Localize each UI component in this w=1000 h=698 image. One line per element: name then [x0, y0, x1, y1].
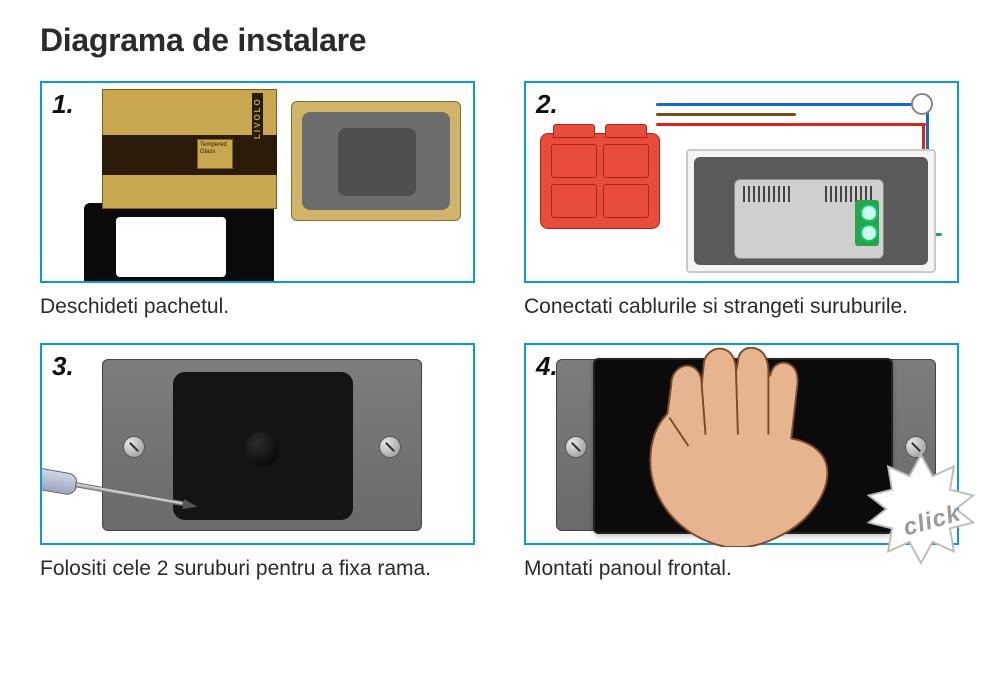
step-1-plate-core [338, 128, 416, 196]
page-title: Diagrama de instalare [40, 22, 960, 59]
wire-red [656, 123, 926, 126]
step-1-glass-frame [84, 203, 274, 283]
screwdriver-handle [40, 464, 79, 497]
step-4-number: 4. [536, 351, 558, 382]
step-1-panel: 1. Tempered Glass LIVOLO [40, 81, 475, 283]
chip-grill-left [743, 186, 793, 202]
step-1-package-band [102, 135, 277, 175]
screw-left [123, 436, 145, 458]
page: Diagrama de instalare 1. Tempered Glass … [0, 0, 1000, 584]
frame-core [173, 372, 353, 520]
terminal-block [855, 200, 879, 246]
switch-module-chip [734, 179, 884, 259]
hand-icon [606, 347, 866, 547]
step-1: 1. Tempered Glass LIVOLO Deschideti pach… [40, 81, 476, 321]
touch-knob [245, 432, 279, 466]
switch-module-inner [694, 157, 928, 265]
switch-module [686, 149, 936, 273]
step-3-caption: Folositi cele 2 suruburi pentru a fixa r… [40, 555, 460, 583]
step-3-panel: 3. [40, 343, 475, 545]
step-2-number: 2. [536, 89, 558, 120]
wallbox-slots [551, 144, 649, 218]
wire-blue [656, 103, 916, 106]
wall-junction-box [540, 133, 660, 229]
screw-right [379, 436, 401, 458]
step-1-side-brand: LIVOLO [252, 93, 263, 143]
step-2: 2. [524, 81, 960, 321]
steps-grid: 1. Tempered Glass LIVOLO Deschideti pach… [40, 81, 960, 584]
step-4: 4. [524, 343, 960, 583]
step-1-metal-plate [291, 101, 461, 221]
metal-frame [102, 359, 422, 531]
step-3-number: 3. [52, 351, 74, 382]
wire-brown [656, 113, 796, 116]
step-3: 3. Folositi cele 2 suruburi pentru a fix… [40, 343, 476, 583]
step-2-panel: 2. [524, 81, 959, 283]
step-1-plate-inner [302, 112, 450, 210]
step-1-brand-label: Tempered Glass [197, 139, 233, 169]
bulb-icon [911, 93, 933, 115]
step-1-number: 1. [52, 89, 74, 120]
screw-left-4 [565, 436, 587, 458]
step-1-caption: Deschideti pachetul. [40, 293, 460, 321]
step-4-panel: 4. [524, 343, 959, 545]
step-2-caption: Conectati cablurile si strangeti surubur… [524, 293, 944, 321]
